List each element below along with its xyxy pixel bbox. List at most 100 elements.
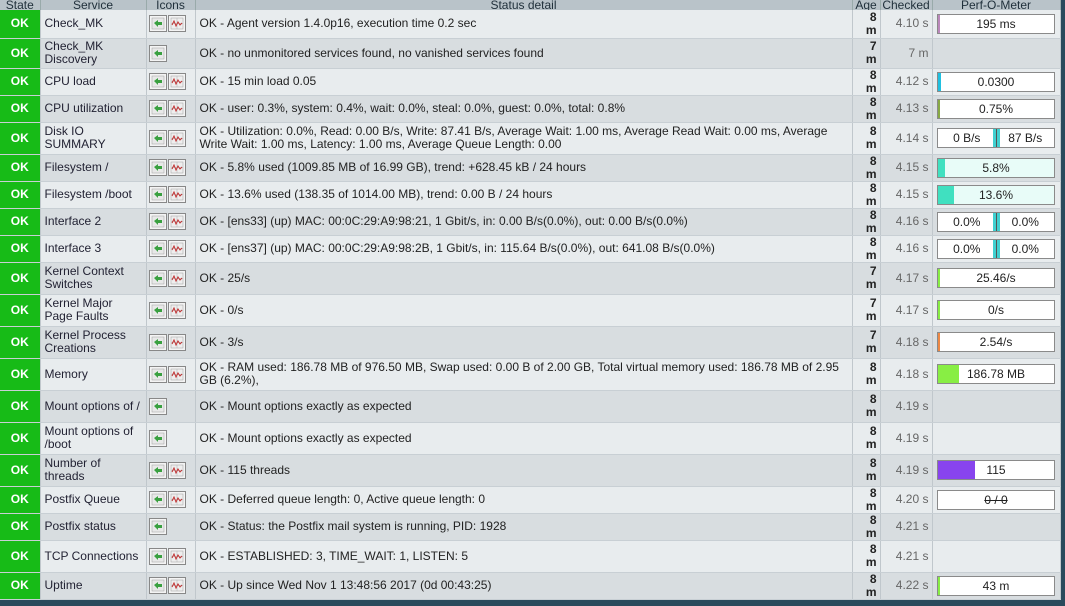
service-name-link[interactable]: Filesystem / — [40, 154, 147, 182]
perf-o-meter[interactable]: 2.54/s — [937, 332, 1055, 352]
perf-o-meter[interactable]: 115 — [937, 460, 1055, 480]
service-name-link[interactable]: CPU utilization — [40, 95, 147, 123]
pnp-graph-icon[interactable] — [167, 547, 186, 565]
service-name-link[interactable]: Interface 3 — [40, 235, 147, 263]
state-badge: OK — [0, 122, 41, 155]
header-perf-o-meter[interactable]: Perf-O-Meter — [932, 0, 1061, 10]
age-value: 8 m — [852, 572, 881, 600]
pnp-graph-icon[interactable] — [167, 100, 186, 117]
header-state[interactable]: State — [0, 0, 41, 10]
action-menu-icon[interactable] — [148, 186, 167, 203]
icons-cell — [146, 262, 196, 295]
perf-o-meter-cell: 25.46/s — [932, 262, 1061, 295]
pnp-graph-icon[interactable] — [167, 301, 186, 319]
action-menu-icon[interactable] — [148, 518, 167, 535]
pnp-graph-icon[interactable] — [167, 577, 186, 594]
pnp-graph-icon[interactable] — [167, 491, 186, 508]
perf-o-meter-cell: 115 — [932, 454, 1061, 487]
action-menu-icon[interactable] — [148, 577, 167, 594]
perf-o-meter[interactable]: 0 B/s 87 B/s — [937, 128, 1055, 148]
perf-o-meter-marker — [996, 212, 1000, 231]
service-name-link[interactable]: Check_MK Discovery — [40, 38, 147, 69]
perf-o-meter[interactable]: 13.6% — [937, 184, 1055, 205]
status-detail: OK - 15 min load 0.05 — [195, 68, 853, 96]
action-menu-icon[interactable] — [148, 397, 167, 415]
perf-o-meter[interactable]: 0 / 0 — [937, 489, 1055, 510]
pnp-graph-icon[interactable] — [167, 213, 186, 230]
action-menu-icon[interactable] — [148, 547, 167, 565]
pnp-graph-icon[interactable] — [167, 73, 186, 90]
action-menu-icon[interactable] — [148, 240, 167, 257]
state-badge: OK — [0, 95, 41, 123]
pnp-graph-icon[interactable] — [167, 159, 186, 176]
action-menu-icon[interactable] — [148, 213, 167, 230]
service-name-link[interactable]: Interface 2 — [40, 208, 147, 236]
action-menu-icon[interactable] — [148, 429, 167, 447]
header-checked[interactable]: Checked — [880, 0, 933, 10]
pnp-graph-icon[interactable] — [167, 269, 186, 287]
action-menu-icon[interactable] — [148, 15, 167, 33]
table-row: OK Interface 3 OK - [ens37] (up) MAC: 00:0… — [0, 235, 1061, 263]
action-menu-icon[interactable] — [148, 159, 167, 176]
service-name-link[interactable]: Mount options of /boot — [40, 422, 147, 455]
service-name-link[interactable]: Uptime — [40, 572, 147, 600]
pnp-graph-icon[interactable] — [167, 129, 186, 147]
perf-o-meter[interactable]: 186.78 MB — [937, 364, 1055, 384]
service-name-link[interactable]: CPU load — [40, 68, 147, 96]
action-menu-icon[interactable] — [148, 365, 167, 383]
action-menu-icon[interactable] — [148, 269, 167, 287]
service-name-link[interactable]: Kernel Process Creations — [40, 326, 147, 359]
service-name-link[interactable]: Disk IO SUMMARY — [40, 122, 147, 155]
header-age[interactable]: Age — [852, 0, 881, 10]
pnp-graph-icon[interactable] — [167, 461, 186, 479]
action-menu-icon[interactable] — [148, 100, 167, 117]
perf-o-meter-value: 115 — [986, 463, 1006, 477]
service-name-link[interactable]: TCP Connections — [40, 540, 147, 573]
service-name-link[interactable]: Kernel Context Switches — [40, 262, 147, 295]
perf-o-meter[interactable]: 0.0% 0.0% — [937, 211, 1055, 232]
perf-o-meter-cell: 0/s — [932, 294, 1061, 327]
header-service[interactable]: Service — [40, 0, 147, 10]
table-row: OK CPU load OK - 15 min load 0.05 8 m 4.12 s… — [0, 68, 1061, 96]
state-badge: OK — [0, 422, 41, 455]
action-menu-icon[interactable] — [148, 333, 167, 351]
age-value: 8 m — [852, 358, 881, 391]
perf-o-meter[interactable]: 0.75% — [937, 98, 1055, 119]
perf-o-meter[interactable]: 43 m — [937, 575, 1055, 596]
service-name-link[interactable]: Kernel Major Page Faults — [40, 294, 147, 327]
action-menu-icon[interactable] — [148, 461, 167, 479]
service-name-link[interactable]: Memory — [40, 358, 147, 391]
header-status-detail[interactable]: Status detail — [195, 0, 853, 10]
perf-o-meter[interactable]: 0.0% 0.0% — [937, 238, 1055, 259]
action-menu-icon[interactable] — [148, 491, 167, 508]
pnp-graph-icon[interactable] — [167, 365, 186, 383]
service-name-link[interactable]: Filesystem /boot — [40, 181, 147, 209]
status-detail: OK - ESTABLISHED: 3, TIME_WAIT: 1, LISTE… — [195, 540, 853, 573]
service-name-link[interactable]: Number of threads — [40, 454, 147, 487]
icons-cell — [146, 68, 196, 96]
pnp-graph-icon[interactable] — [167, 333, 186, 351]
perf-o-meter[interactable]: 0.0300 — [937, 71, 1055, 92]
pnp-graph-icon[interactable] — [167, 186, 186, 203]
perf-o-meter[interactable]: 5.8% — [937, 157, 1055, 178]
status-detail: OK - 115 threads — [195, 454, 853, 487]
perf-o-meter-marker — [996, 129, 1000, 147]
action-menu-icon[interactable] — [148, 44, 167, 62]
service-name-link[interactable]: Postfix status — [40, 513, 147, 541]
icons-cell — [146, 181, 196, 209]
service-name-link[interactable]: Postfix Queue — [40, 486, 147, 514]
icons-cell — [146, 390, 196, 423]
service-name-link[interactable]: Mount options of / — [40, 390, 147, 423]
service-name-link[interactable]: Check_MK — [40, 10, 147, 39]
pnp-graph-icon[interactable] — [167, 240, 186, 257]
perf-o-meter-fill — [938, 14, 941, 33]
header-icons[interactable]: Icons — [146, 0, 196, 10]
perf-o-meter[interactable]: 195 ms — [937, 13, 1055, 34]
checked-value: 4.19 s — [880, 422, 933, 455]
action-menu-icon[interactable] — [148, 301, 167, 319]
action-menu-icon[interactable] — [148, 129, 167, 147]
action-menu-icon[interactable] — [148, 73, 167, 90]
perf-o-meter[interactable]: 0/s — [937, 300, 1055, 320]
perf-o-meter[interactable]: 25.46/s — [937, 268, 1055, 288]
pnp-graph-icon[interactable] — [167, 15, 186, 33]
